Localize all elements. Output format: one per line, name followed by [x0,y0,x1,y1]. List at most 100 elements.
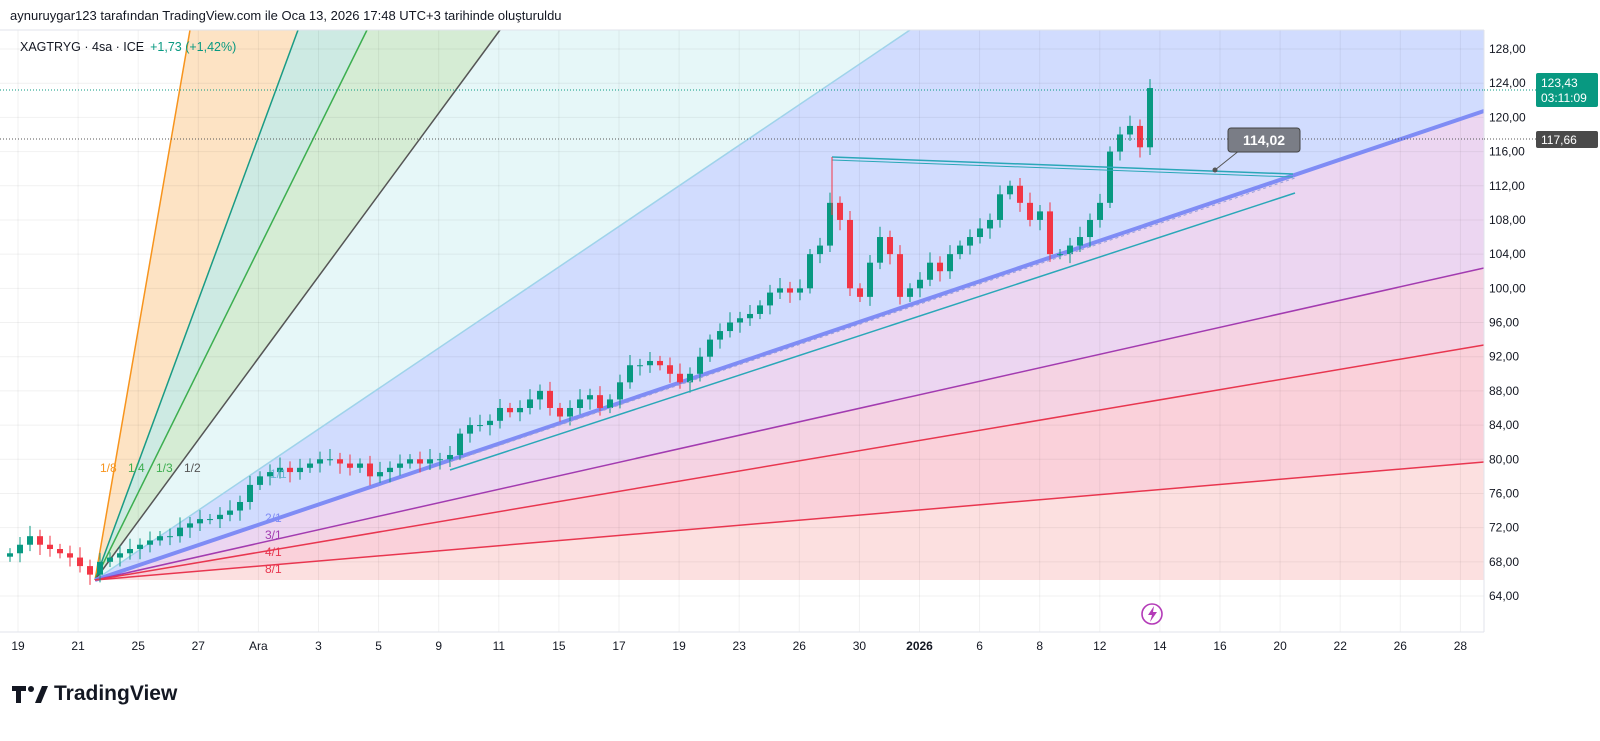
fan-line-1-2[interactable] [94,29,501,581]
fan-line-8-1[interactable] [94,461,1485,581]
fan-label: 1/4 [128,461,145,475]
candle [857,283,863,302]
candle-body [1037,211,1043,220]
candle [547,381,553,416]
candle-body [377,472,383,477]
candle [607,394,613,414]
candle-body [917,279,923,289]
candle-body [1097,202,1103,220]
chart-caption: aynuruygar123 tarafından TradingView.com… [10,8,562,23]
candle [347,454,353,476]
candle-body [597,395,603,408]
candle-body [217,514,223,520]
candle [87,559,93,585]
candle-body [807,254,813,289]
lightning-icon[interactable] [1141,603,1163,625]
candle [977,218,983,244]
candle-body [317,459,323,464]
candle-body [837,202,843,220]
candle [47,535,53,557]
candle [717,323,723,349]
time-tick: 25 [132,639,146,653]
fan-line-3-1[interactable] [94,267,1485,581]
candle [537,384,543,410]
candle-body [1147,88,1153,148]
candle-body [337,459,343,464]
candle [937,256,943,282]
candle [987,213,993,239]
candle [197,510,203,532]
time-tick: 26 [793,639,807,653]
candle-body [1017,185,1023,203]
price-axis: 128,00 124,00 120,00 116,00 112,00 108,00 104,… [1489,42,1526,603]
time-tick: 21 [71,639,85,653]
candle [457,428,463,461]
candle [967,229,973,255]
candle [477,414,483,432]
candle [697,347,703,382]
candle [687,367,693,393]
fan-line-1-3[interactable] [94,29,368,581]
candle-body [497,407,503,421]
price-tick: 112,00 [1489,179,1525,193]
fan-line-1-1[interactable] [94,29,911,581]
time-tick: 3 [315,639,322,653]
time-tick: 28 [1454,639,1468,653]
candle [17,537,23,563]
candle-body [777,288,783,293]
candle [107,552,113,567]
candle [1037,204,1043,231]
candle-body [527,399,533,408]
candle [657,355,663,371]
candle [187,516,193,538]
candle [1127,115,1133,141]
candle-body [947,254,953,272]
fan-label: 1/3 [156,461,173,475]
price-tick: 88,00 [1489,384,1519,398]
candle-body [607,399,613,408]
candle-body [477,425,483,427]
time-tick: 30 [853,639,867,653]
tradingview-logo-icon [12,686,48,703]
candle-body [1057,254,1063,256]
candle [767,284,773,315]
candle-body [77,557,83,567]
candle [227,500,233,522]
candle [27,525,33,552]
candle [167,528,173,546]
candle [487,414,493,436]
symbol-legend: XAGTRYG · 4sa · ICE +1,73 (+1,42%) [20,40,236,54]
candle-body [547,390,553,408]
fan-line-1-8[interactable] [94,29,191,581]
candle-body [747,313,753,319]
candle-body [707,339,713,357]
candle [57,543,63,559]
candle-body [87,566,93,575]
candle [707,334,713,362]
candle [507,402,513,418]
candle [397,454,403,476]
candle-body [57,548,63,554]
candle-body [137,544,143,549]
tradingview-logo[interactable]: TradingView [12,682,177,706]
fan-line-4-1[interactable] [94,344,1485,581]
candle [67,545,73,567]
candle [437,452,443,470]
candle [1087,213,1093,248]
candle-body [827,202,833,246]
candle [127,538,133,560]
fan-line-2-1[interactable] [94,109,1485,582]
candle-body [987,219,993,229]
symbol-name: XAGTRYG · 4sa · ICE [20,40,145,54]
candle [157,531,163,546]
candle-body [677,373,683,383]
candle [527,389,533,415]
candle [787,281,793,303]
candle-body [427,459,433,464]
bar-countdown: 03:11:09 [1541,91,1587,105]
candle-body [67,553,73,558]
candle-body [177,527,183,537]
fan-line-1-4[interactable] [94,29,299,581]
candle-body [647,360,653,366]
